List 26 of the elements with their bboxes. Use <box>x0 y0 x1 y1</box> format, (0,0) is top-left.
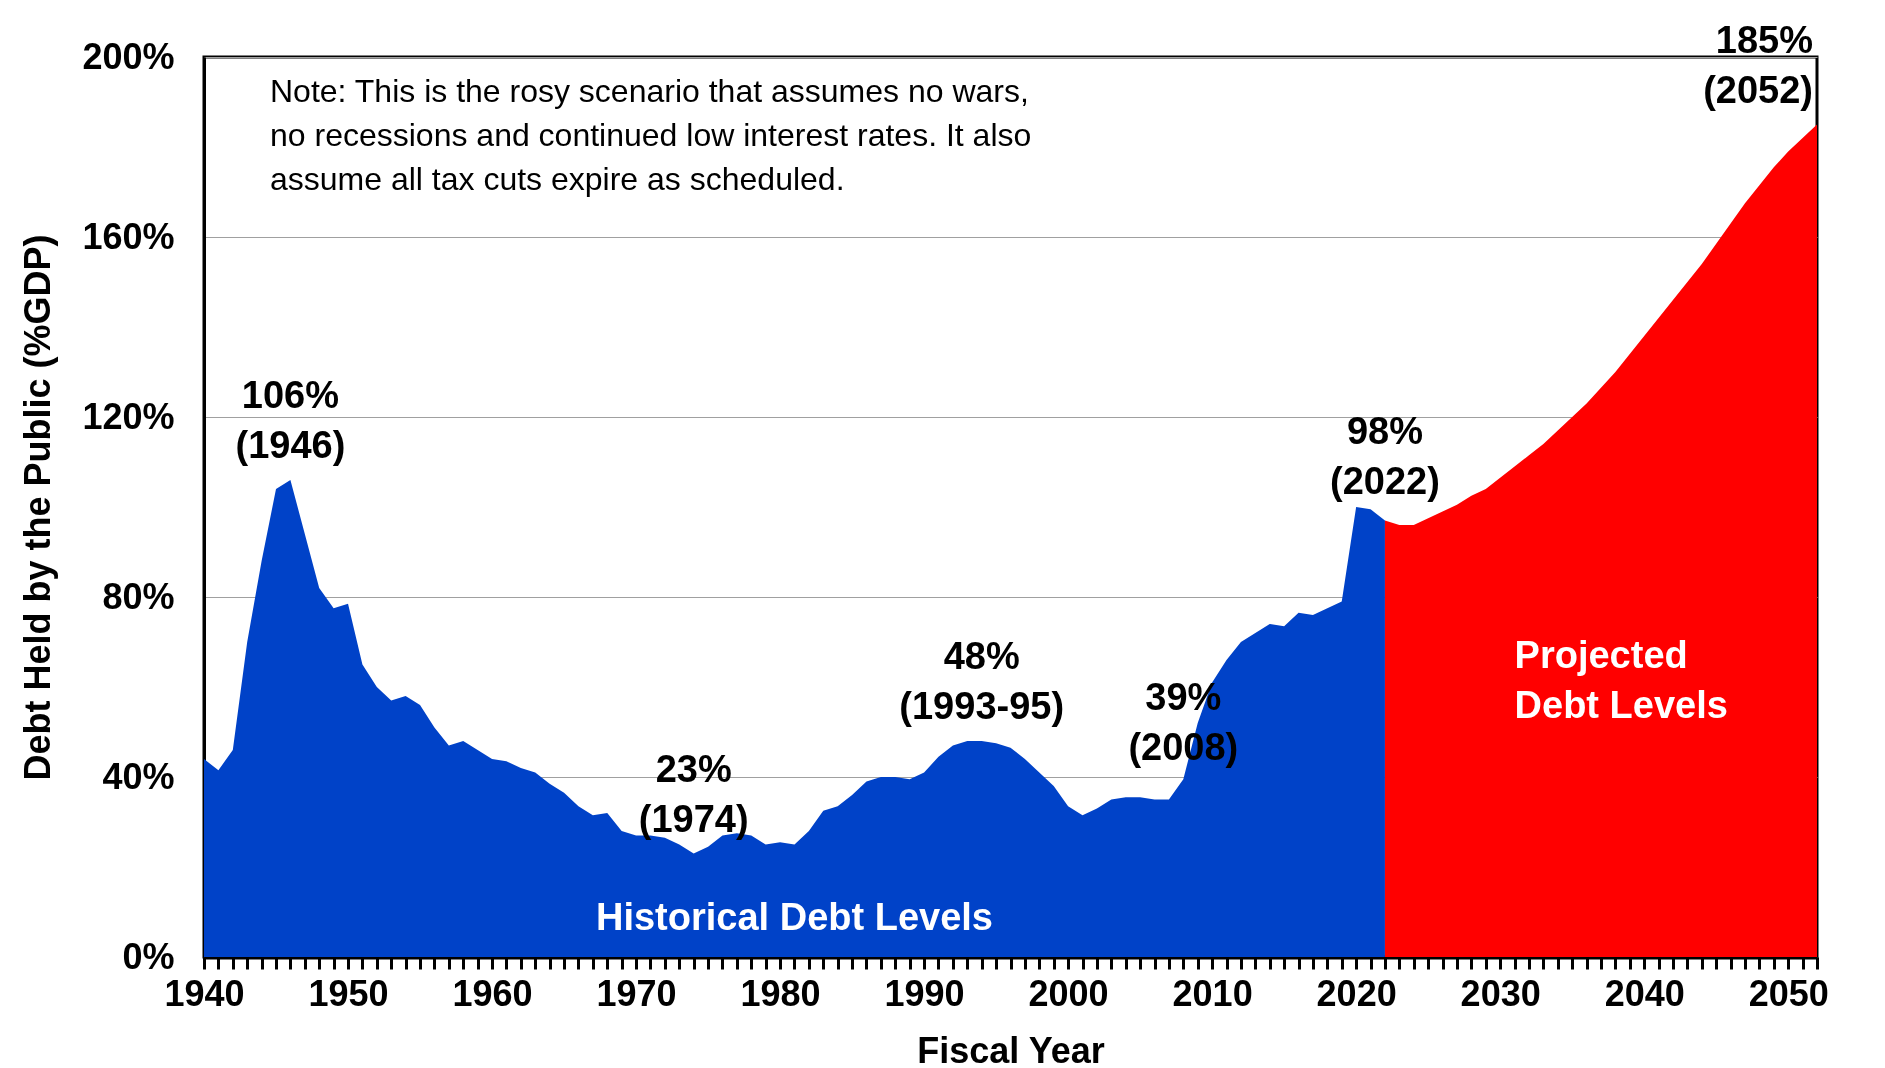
x-tick-label: 2010 <box>1172 972 1253 1014</box>
x-axis-title: Fiscal Year <box>917 1029 1105 1068</box>
annotation: 23% (1974) <box>638 747 749 840</box>
y-tick-label: 160% <box>82 215 175 257</box>
y-tick-label: 80% <box>102 575 175 617</box>
annotation: 48% (1993-95) <box>899 635 1065 727</box>
x-tick-label: 2030 <box>1460 972 1541 1014</box>
x-tick-label: 2020 <box>1316 972 1397 1014</box>
annotation: 98% (2022) <box>1330 410 1440 502</box>
y-tick-label: 40% <box>102 755 175 797</box>
y-tick-label: 200% <box>82 35 175 77</box>
series-label: Projected Debt Levels <box>1514 634 1728 727</box>
x-tick-label: 1970 <box>596 972 677 1014</box>
annotation: 106% (1946) <box>235 374 346 466</box>
annotation: Note: This is the rosy scenario that assumes no wars, no recessions and continued low interest rates. It also assume all tax cuts expire as scheduled. <box>270 73 1032 197</box>
x-tick-label: 1950 <box>308 972 389 1014</box>
x-tick-label: 2050 <box>1748 972 1829 1014</box>
y-axis-title: Debt Held by the Public (%GDP) <box>17 234 59 781</box>
series-label: Historical Debt Levels <box>595 895 993 938</box>
x-tick-label: 1960 <box>452 972 533 1014</box>
y-tick-label: 120% <box>82 395 175 437</box>
x-tick-label: 1980 <box>740 972 821 1014</box>
x-tick-label: 2040 <box>1604 972 1685 1014</box>
annotation: 185% (2052) <box>1703 18 1813 111</box>
x-tick-label: 2000 <box>1028 972 1109 1014</box>
x-tick-label: 1990 <box>884 972 965 1014</box>
